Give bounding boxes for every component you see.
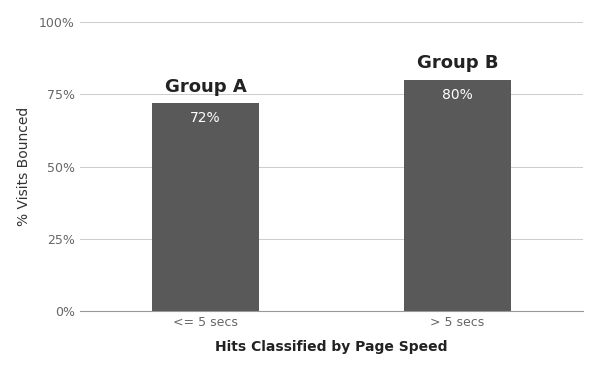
Y-axis label: % Visits Bounced: % Visits Bounced [17,107,31,226]
Text: Group A: Group A [165,78,247,96]
Bar [152,103,259,311]
Text: Group B: Group B [416,55,498,72]
X-axis label: Hits Classified by Page Speed: Hits Classified by Page Speed [215,340,448,354]
Text: 80%: 80% [442,88,473,102]
Bar [404,80,511,311]
Text: 72%: 72% [190,111,221,125]
